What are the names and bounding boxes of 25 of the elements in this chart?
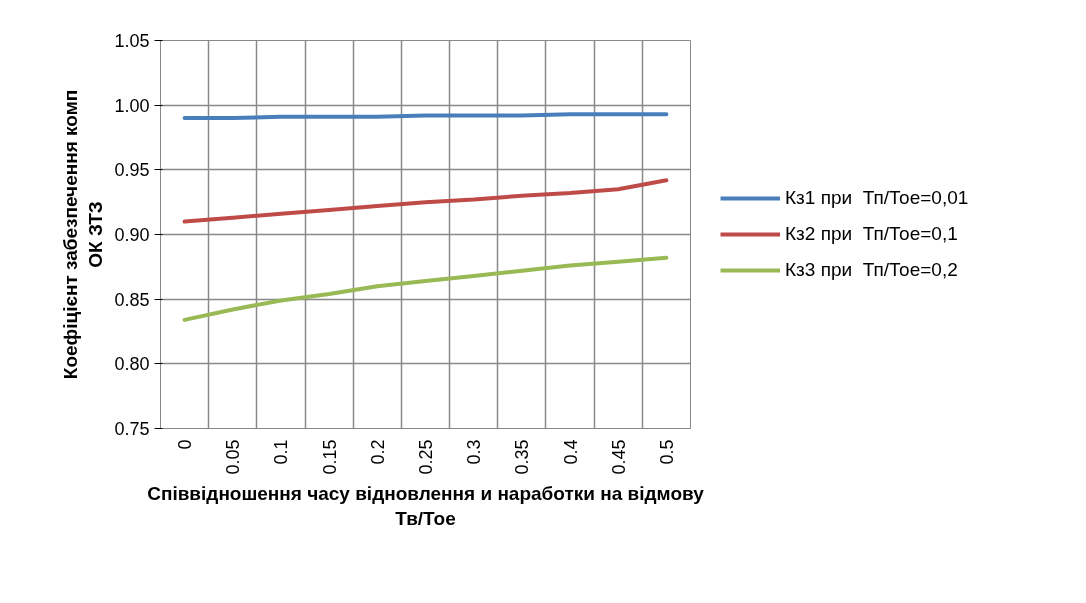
x-tick-label: 0.2	[367, 439, 388, 465]
y-tick-label: 1.00	[114, 95, 150, 116]
x-tick-label: 0.25	[416, 439, 436, 475]
y-tick-label: 0.95	[114, 160, 150, 181]
x-tick-label: 0.05	[223, 439, 244, 475]
line-series	[182, 178, 669, 224]
y-tick-label: 0.80	[114, 354, 150, 375]
y-tick-label: 1.05	[114, 31, 150, 51]
x-axis-title: Співвідношення часу відновлення и наработки на відмову Тв/Тое	[147, 482, 705, 529]
y-tick-label: 0.90	[114, 225, 150, 245]
y-tick-label: 0.75	[114, 419, 150, 439]
y-axis-title: Коефіцієнт забезпечення комп ОК ЗТЗ	[60, 89, 107, 380]
x-tick-label: 0.4	[560, 439, 581, 465]
x-tick-label: 0	[175, 439, 196, 450]
legend-label: Кз2 при Тп/Тое=0,1	[785, 223, 958, 245]
x-tick-label: 0.45	[608, 439, 629, 475]
x-tick-label: 0.5	[656, 439, 677, 465]
x-tick-label: 0.1	[271, 439, 292, 465]
x-tick-label: 0.3	[464, 439, 485, 465]
y-tick-label: 0.85	[114, 289, 150, 310]
legend-label: Кз3 при Тп/Тое=0,2	[785, 259, 958, 281]
x-tick-label: 0.15	[319, 439, 340, 475]
x-tick-label: 0.35	[512, 439, 533, 475]
legend-label: Кз1 при Тп/Тое=0,01	[785, 187, 969, 209]
line-series	[182, 255, 669, 322]
